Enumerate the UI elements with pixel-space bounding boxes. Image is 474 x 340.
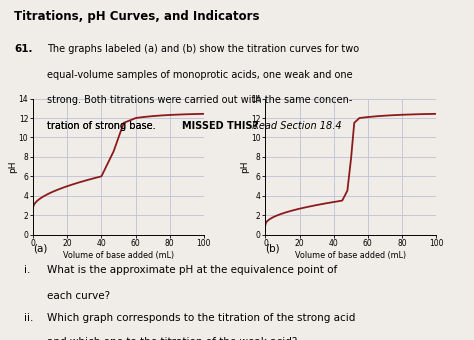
Text: (b): (b)	[265, 243, 280, 253]
Text: i.: i.	[24, 265, 30, 275]
Text: and which one to the titration of the weak acid?: and which one to the titration of the we…	[47, 337, 298, 340]
Text: (a): (a)	[33, 243, 47, 253]
Text: tration of strong base.: tration of strong base.	[47, 121, 159, 131]
Text: MISSED THIS?: MISSED THIS?	[182, 121, 259, 131]
Text: equal-volume samples of monoprotic acids, one weak and one: equal-volume samples of monoprotic acids…	[47, 70, 353, 80]
Text: Which graph corresponds to the titration of the strong acid: Which graph corresponds to the titration…	[47, 313, 356, 323]
Text: each curve?: each curve?	[47, 291, 110, 301]
X-axis label: Volume of base added (mL): Volume of base added (mL)	[295, 251, 406, 260]
Text: Titrations, pH Curves, and Indicators: Titrations, pH Curves, and Indicators	[14, 10, 260, 23]
Text: What is the approximate pH at the equivalence point of: What is the approximate pH at the equiva…	[47, 265, 337, 275]
Y-axis label: pH: pH	[241, 160, 250, 173]
Text: The graphs labeled (a) and (b) show the titration curves for two: The graphs labeled (a) and (b) show the …	[47, 44, 359, 54]
Text: tration of strong base.: tration of strong base.	[47, 121, 156, 131]
X-axis label: Volume of base added (mL): Volume of base added (mL)	[63, 251, 174, 260]
Text: Read Section 18.4: Read Section 18.4	[249, 121, 341, 131]
Text: ii.: ii.	[24, 313, 33, 323]
Y-axis label: pH: pH	[9, 160, 18, 173]
Text: 61.: 61.	[14, 44, 33, 54]
Text: strong. Both titrations were carried out with the same concen-: strong. Both titrations were carried out…	[47, 95, 353, 105]
